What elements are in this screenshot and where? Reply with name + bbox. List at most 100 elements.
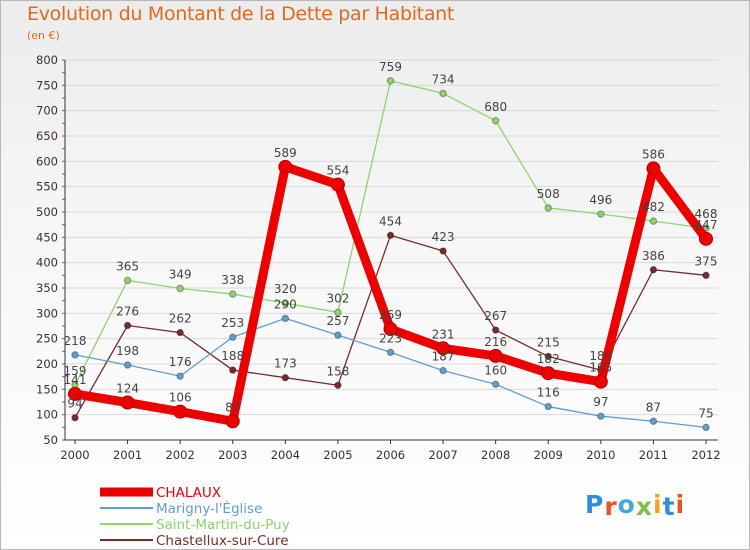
y-tick-label: 800: [36, 53, 58, 67]
data-point: [593, 374, 608, 389]
data-label: 188: [589, 349, 612, 363]
data-label: 173: [274, 357, 297, 371]
data-point: [176, 372, 184, 380]
data-point: [173, 404, 188, 419]
data-label: 124: [116, 382, 139, 396]
data-label: 159: [64, 364, 87, 378]
data-label: 187: [432, 350, 455, 364]
y-tick-label: 200: [36, 357, 58, 371]
data-label: 94: [67, 397, 82, 411]
data-label: 554: [326, 164, 349, 178]
data-point: [488, 348, 503, 363]
data-point: [436, 341, 451, 356]
data-point: [386, 231, 395, 240]
x-tick-label: 2009: [534, 448, 563, 462]
data-point: [541, 366, 556, 381]
y-tick-label: 550: [36, 180, 58, 194]
data-point: [281, 314, 290, 323]
data-point: [646, 161, 661, 176]
series-layer: [68, 77, 713, 432]
data-point: [123, 321, 132, 330]
x-tick-label: 2011: [639, 448, 668, 462]
data-label: 302: [326, 291, 349, 305]
data-point: [281, 373, 290, 382]
x-tick-label: 2012: [691, 448, 720, 462]
data-point: [439, 89, 447, 98]
y-tick-label: 300: [36, 306, 58, 320]
data-label: 262: [169, 312, 192, 326]
data-label: 269: [379, 308, 402, 322]
data-point: [491, 380, 500, 388]
data-point: [176, 328, 184, 337]
x-tick-label: 2000: [60, 448, 89, 462]
data-label: 468: [695, 207, 718, 221]
grid-lines: [65, 59, 718, 441]
data-label: 87: [646, 400, 661, 414]
data-point: [176, 284, 184, 293]
data-label: 231: [432, 327, 455, 341]
y-tick-label: 250: [36, 332, 58, 346]
data-label: 116: [537, 386, 560, 400]
data-label: 338: [221, 273, 244, 287]
data-point: [649, 266, 658, 274]
data-point: [544, 402, 552, 411]
data-label: 267: [484, 309, 507, 323]
data-point: [699, 231, 713, 246]
data-labels: 141 124 106 87 589 554 269 231 216 182 165 586 447 21…: [64, 60, 718, 421]
legend: CHALAUXMarigny-l'ÉgliseSaint-Martin-du-P…: [100, 485, 290, 549]
data-label: 198: [116, 344, 139, 358]
x-tick-label: 2005: [323, 448, 352, 462]
data-point: [334, 381, 342, 389]
data-point: [649, 217, 658, 225]
y-tick-label: 350: [36, 281, 58, 295]
data-label: 158: [326, 364, 349, 378]
data-point: [649, 417, 658, 425]
data-point: [702, 271, 710, 280]
data-label: 454: [379, 214, 402, 228]
legend-label-2: Saint-Martin-du-Puy: [156, 517, 290, 533]
data-label: 97: [593, 395, 608, 409]
data-label: 290: [274, 297, 297, 311]
y-tick-label: 50: [43, 433, 58, 447]
y-tick-label: 650: [36, 129, 58, 143]
legend-label-0: CHALAUX: [156, 485, 221, 501]
data-point: [386, 77, 395, 85]
data-label: 176: [169, 355, 192, 369]
data-label: 182: [537, 352, 560, 366]
data-label: 75: [698, 406, 713, 420]
data-point: [123, 361, 132, 369]
x-tick-label: 2004: [271, 448, 300, 462]
data-point: [702, 423, 710, 432]
data-point: [491, 326, 500, 334]
x-tick-label: 2001: [113, 448, 142, 462]
data-label: 276: [116, 304, 139, 318]
y-tick-label: 450: [36, 230, 58, 244]
data-label: 223: [379, 331, 402, 345]
data-label: 188: [221, 349, 244, 363]
data-point: [123, 276, 132, 285]
data-label: 320: [274, 282, 297, 296]
data-label: 680: [484, 100, 507, 114]
data-label: 218: [64, 334, 87, 348]
data-point: [229, 366, 237, 374]
legend-label-1: Marigny-l'Église: [156, 500, 262, 517]
data-label: 160: [484, 363, 507, 377]
data-label: 759: [379, 60, 402, 74]
data-label: 423: [432, 230, 455, 244]
axes: 50 100 150 200 250 300 350 400 450 500 550 600 650 70…: [36, 53, 721, 462]
data-point: [491, 117, 500, 125]
data-point: [120, 395, 135, 410]
data-label: 215: [537, 335, 560, 349]
data-point: [544, 352, 552, 361]
data-label: 375: [695, 254, 718, 268]
y-tick-label: 700: [36, 104, 58, 118]
x-tick-label: 2002: [166, 448, 195, 462]
data-label: 589: [274, 146, 297, 160]
data-point: [386, 348, 395, 357]
data-label: 165: [589, 361, 612, 375]
y-tick-label: 500: [36, 205, 58, 219]
data-point: [71, 351, 79, 359]
chart-subtitle: (en €): [27, 29, 60, 42]
data-label: 586: [642, 147, 665, 161]
